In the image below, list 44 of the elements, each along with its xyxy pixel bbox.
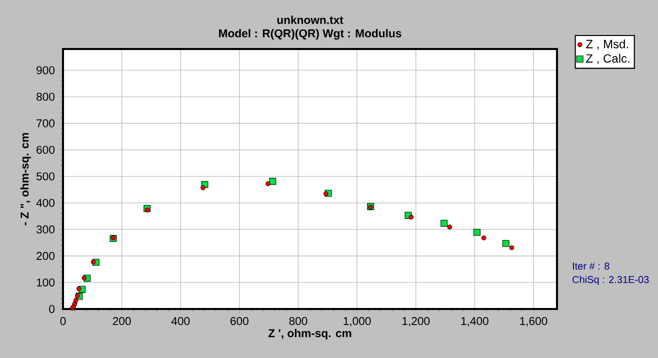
x-axis-title: Z ', ohm-sq. cm bbox=[268, 328, 352, 340]
y-tick-label: 800 bbox=[36, 92, 55, 101]
x-tick-label: 1,600 bbox=[520, 317, 548, 326]
point bbox=[200, 185, 206, 190]
y-tick-label: 600 bbox=[36, 146, 55, 154]
x-tick-label: 1,200 bbox=[402, 317, 430, 326]
point bbox=[502, 240, 510, 247]
x-tick-label: 400 bbox=[171, 317, 190, 326]
x-tick-label: 1,000 bbox=[344, 317, 371, 326]
point bbox=[408, 214, 414, 220]
point bbox=[447, 224, 452, 230]
y-tick-label: 500 bbox=[36, 172, 55, 180]
point bbox=[269, 178, 276, 185]
point bbox=[440, 220, 448, 227]
point bbox=[144, 208, 150, 212]
legend-label: Z , Calc. bbox=[586, 54, 630, 64]
y-tick-label: 200 bbox=[36, 252, 55, 260]
point bbox=[90, 260, 96, 264]
point bbox=[75, 293, 80, 298]
point bbox=[509, 245, 514, 250]
y-axis-title: - Z ", ohm-sq. cm bbox=[20, 133, 31, 226]
x-tick-label: 800 bbox=[289, 317, 308, 326]
y-tick-label: 0 bbox=[49, 304, 55, 314]
x-tick-label: 0 bbox=[60, 317, 66, 326]
point bbox=[323, 191, 328, 196]
y-tick-label: 300 bbox=[36, 225, 55, 234]
y-tick-label: 900 bbox=[36, 66, 55, 74]
legend-label: Z , Msd. bbox=[586, 39, 628, 50]
x-tick-label: 200 bbox=[112, 317, 131, 326]
point bbox=[82, 276, 87, 280]
chart-subtitle: Model : R(QR)(QR) Wgt : Modulus bbox=[219, 29, 402, 40]
y-tick-label: 100 bbox=[36, 278, 55, 286]
point bbox=[474, 228, 480, 236]
y-tick-label: 400 bbox=[36, 198, 55, 207]
text: ChiSq : 2.31E-03 bbox=[572, 276, 649, 286]
x-tick-label: 600 bbox=[230, 317, 248, 326]
text: Iter # : 8 bbox=[573, 262, 610, 270]
point bbox=[76, 286, 82, 292]
y-tick-label: 700 bbox=[36, 119, 55, 128]
x-tick-label: 1,400 bbox=[461, 317, 488, 326]
point bbox=[481, 236, 486, 240]
chart-title: unknown.txt bbox=[277, 16, 344, 24]
point bbox=[74, 298, 78, 303]
point bbox=[266, 181, 270, 186]
